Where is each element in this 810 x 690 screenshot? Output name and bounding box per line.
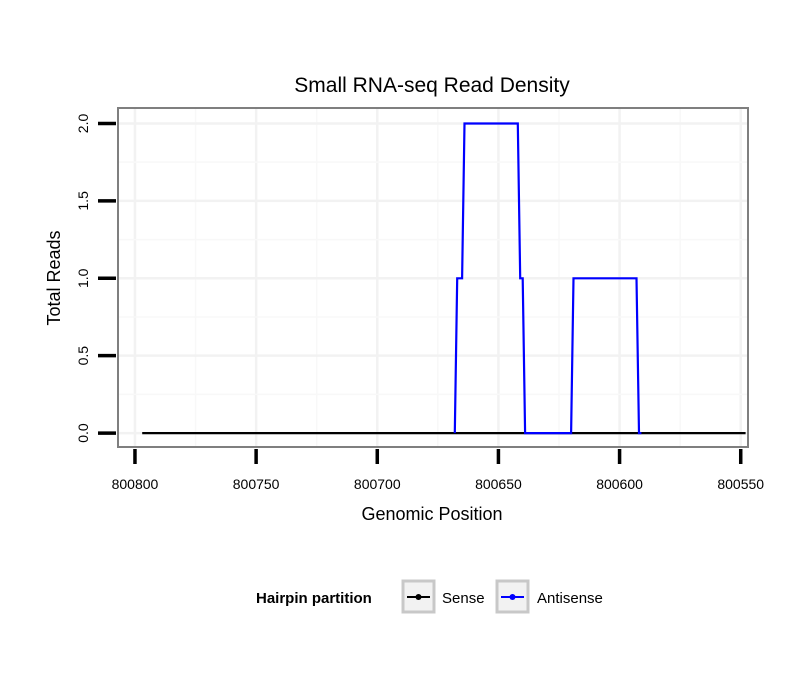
legend-title: Hairpin partition <box>256 590 372 607</box>
series-lines <box>142 122 746 435</box>
legend-label-antisense: Antisense <box>537 590 603 607</box>
y-axis-label: Total Reads <box>44 230 64 325</box>
legend-item-sense: Sense <box>401 579 485 614</box>
legend-item-antisense: Antisense <box>495 579 603 614</box>
y-tick-label: 2.0 <box>75 114 91 134</box>
x-axis-label: Genomic Position <box>361 504 502 524</box>
legend-marker-sense <box>415 594 422 600</box>
x-tick-label: 800550 <box>717 476 764 492</box>
grid <box>118 108 748 447</box>
y-tick-label: 0.5 <box>75 346 91 366</box>
legend-label-sense: Sense <box>442 590 485 607</box>
x-tick-label: 800800 <box>112 476 159 492</box>
y-tick-label: 0.0 <box>75 423 91 443</box>
y-tick-label: 1.0 <box>75 268 91 288</box>
series-line-antisense <box>453 122 642 435</box>
x-tick-label: 800600 <box>596 476 643 492</box>
legend: Hairpin partition Sense Antisense <box>256 579 603 614</box>
panel-border <box>117 107 749 448</box>
x-tick-label: 800700 <box>354 476 401 492</box>
x-tick-label: 800650 <box>475 476 522 492</box>
chart-title: Small RNA-seq Read Density <box>294 74 570 97</box>
x-tick-label: 800750 <box>233 476 280 492</box>
y-tick-label: 1.5 <box>75 191 91 211</box>
legend-marker-antisense <box>509 594 516 600</box>
